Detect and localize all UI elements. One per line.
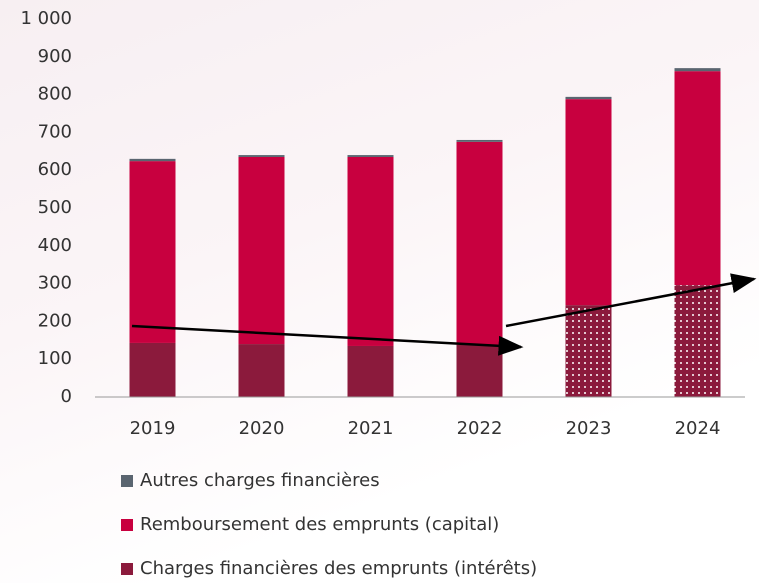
bar-segment bbox=[347, 345, 394, 397]
legend-label: Autres charges financières bbox=[140, 470, 380, 491]
legend-swatch bbox=[121, 519, 133, 531]
y-tick-label: 600 bbox=[38, 159, 72, 180]
y-tick-label: 100 bbox=[38, 348, 72, 369]
bar-segment bbox=[238, 155, 285, 157]
y-tick-label: 0 bbox=[61, 386, 72, 407]
bar-segment bbox=[565, 96, 612, 100]
bar-segment bbox=[456, 141, 503, 345]
trend-arrow bbox=[505, 273, 757, 328]
x-tick-label: 2023 bbox=[566, 418, 612, 439]
y-tick-label: 900 bbox=[38, 46, 72, 67]
bar-segment bbox=[456, 344, 503, 397]
bar-segment bbox=[129, 158, 176, 162]
legend-label: Charges financières des emprunts (intérê… bbox=[140, 558, 537, 579]
legend-swatch bbox=[121, 475, 133, 487]
trend-arrow bbox=[131, 324, 524, 356]
y-tick-label: 800 bbox=[38, 84, 72, 105]
bar-segment bbox=[456, 139, 503, 142]
bar-segment bbox=[129, 342, 176, 397]
y-tick-label: 300 bbox=[38, 273, 72, 294]
bar-segment bbox=[565, 305, 612, 397]
y-tick-label: 200 bbox=[38, 310, 72, 331]
y-tick-label: 1 000 bbox=[20, 8, 72, 29]
bar-segment bbox=[565, 99, 612, 306]
x-tick-label: 2021 bbox=[348, 418, 394, 439]
bar-segment bbox=[674, 285, 721, 397]
x-tick-label: 2019 bbox=[130, 418, 176, 439]
x-tick-label: 2022 bbox=[457, 418, 503, 439]
x-tick-label: 2020 bbox=[239, 418, 285, 439]
y-tick-label: 400 bbox=[38, 235, 72, 256]
legend-label: Remboursement des emprunts (capital) bbox=[140, 514, 499, 535]
bar-segment bbox=[347, 155, 394, 157]
bar-segment bbox=[129, 161, 176, 343]
legend-swatch bbox=[121, 563, 133, 575]
bar-segment bbox=[674, 68, 721, 72]
x-tick-label: 2024 bbox=[675, 418, 721, 439]
y-tick-label: 700 bbox=[38, 121, 72, 142]
bar-segment bbox=[238, 344, 285, 397]
y-tick-label: 500 bbox=[38, 197, 72, 218]
bar-segment bbox=[347, 156, 394, 346]
bar-segment bbox=[238, 156, 285, 345]
bar-segment bbox=[674, 71, 721, 286]
